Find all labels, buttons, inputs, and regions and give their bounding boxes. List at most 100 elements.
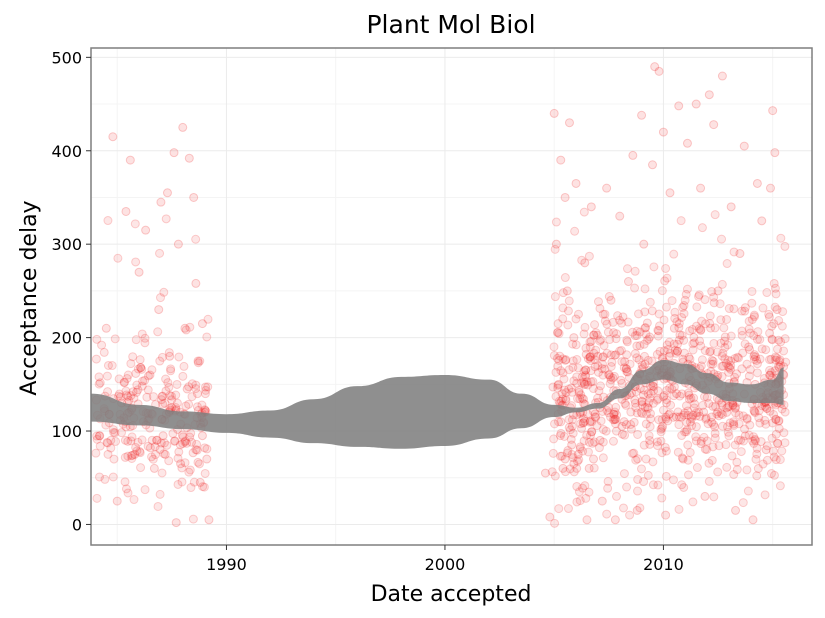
data-point [617, 429, 627, 439]
data-point [658, 421, 668, 431]
data-point [659, 390, 669, 400]
data-point [641, 419, 651, 429]
data-point [634, 355, 644, 365]
data-point [593, 351, 603, 361]
data-point [736, 447, 746, 457]
data-point [204, 515, 214, 525]
data-point [197, 400, 207, 410]
data-point [592, 330, 602, 340]
data-point [606, 412, 616, 422]
data-point [580, 370, 590, 380]
data-point [729, 304, 739, 314]
data-point [595, 303, 605, 313]
data-point [645, 439, 655, 449]
data-point [630, 398, 640, 408]
data-point [648, 398, 658, 408]
data-point [611, 402, 621, 412]
data-point [724, 304, 734, 314]
data-point [762, 403, 772, 413]
data-point [611, 350, 621, 360]
data-point [709, 420, 719, 430]
data-point [696, 325, 706, 335]
data-point [752, 368, 762, 378]
data-point [717, 400, 727, 410]
data-point [162, 440, 172, 450]
data-point [566, 383, 576, 393]
data-point [202, 444, 212, 454]
x-tick-label: 2010 [643, 555, 684, 574]
data-point [598, 425, 608, 435]
data-point [720, 342, 730, 352]
data-point [589, 348, 599, 358]
data-point [619, 417, 629, 427]
data-point [649, 386, 659, 396]
data-point [545, 512, 555, 522]
data-point [608, 317, 618, 327]
data-point [185, 322, 195, 332]
data-point [184, 399, 194, 409]
data-point [744, 371, 754, 381]
data-point [658, 127, 668, 137]
data-point [594, 443, 604, 453]
data-point [708, 359, 718, 369]
data-point [767, 418, 777, 428]
data-point [752, 449, 762, 459]
data-point [619, 469, 629, 479]
data-point [683, 470, 693, 480]
data-point [767, 321, 777, 331]
data-point [700, 346, 710, 356]
data-point [770, 366, 780, 376]
data-point [103, 438, 113, 448]
data-point [189, 192, 199, 202]
data-point [102, 371, 112, 381]
data-point [177, 477, 187, 487]
data-point [628, 150, 638, 160]
data-point [773, 361, 783, 371]
data-point [556, 396, 566, 406]
data-point [747, 286, 757, 296]
y-tick-label: 0 [72, 515, 82, 534]
data-point [120, 477, 130, 487]
data-point [103, 216, 113, 226]
data-point [566, 434, 576, 444]
data-point [603, 327, 613, 337]
data-point [739, 436, 749, 446]
data-point [717, 410, 727, 420]
data-point [632, 331, 642, 341]
data-point [730, 403, 740, 413]
data-point [200, 443, 210, 453]
data-point [607, 357, 617, 367]
data-point [575, 442, 585, 452]
data-point [562, 448, 572, 458]
data-point [619, 363, 629, 373]
data-point [99, 347, 109, 357]
data-point [180, 436, 190, 446]
data-point [603, 476, 613, 486]
data-point [658, 405, 668, 415]
data-point [729, 419, 739, 429]
data-point [179, 361, 189, 371]
data-point [579, 207, 589, 217]
data-point [612, 491, 622, 501]
data-point [140, 333, 150, 343]
data-point [740, 306, 750, 316]
data-point [679, 309, 689, 319]
data-point [776, 233, 786, 243]
data-point [709, 338, 719, 348]
data-point [611, 426, 621, 436]
data-point [705, 347, 715, 357]
data-point [584, 251, 594, 261]
data-point [579, 379, 589, 389]
data-point [584, 463, 594, 473]
data-point [145, 370, 155, 380]
data-point [569, 467, 579, 477]
data-point [674, 323, 684, 333]
data-point [606, 361, 616, 371]
data-point [628, 448, 638, 458]
data-point [668, 412, 678, 422]
data-point [694, 290, 704, 300]
data-point [732, 352, 742, 362]
data-point [577, 378, 587, 388]
data-point [733, 435, 743, 445]
